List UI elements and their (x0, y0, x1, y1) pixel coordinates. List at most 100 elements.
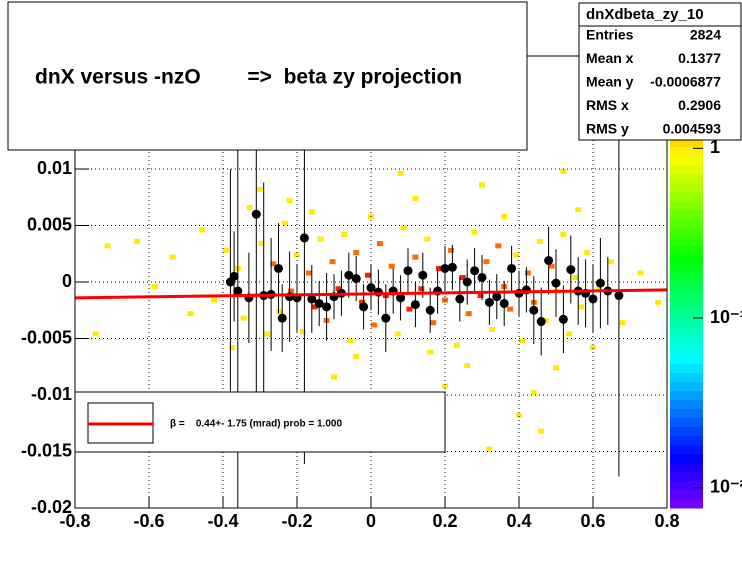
profile-point (492, 292, 502, 302)
profile-point (351, 274, 361, 284)
heatmap-cell (388, 263, 395, 269)
heatmap-cell (286, 198, 293, 204)
heatmap-cell (341, 232, 348, 238)
colorbar-strip (670, 227, 703, 238)
heatmap-cell (584, 250, 591, 256)
colorbar-strip (670, 354, 703, 364)
colorbar-strip (670, 164, 703, 175)
heatmap-cell (447, 247, 454, 253)
heatmap-cell (501, 213, 508, 219)
heatmap-cell (524, 270, 531, 276)
heatmap-cell (258, 241, 265, 247)
heatmap-cell (294, 252, 300, 258)
colorbar-strip (670, 218, 703, 229)
profile-point (529, 305, 539, 315)
colorbar-strip (670, 146, 703, 156)
profile-point (536, 317, 546, 327)
colorbar-strip (670, 489, 703, 500)
stats-value: -0.0006877 (650, 74, 721, 90)
profile-point (499, 298, 509, 308)
x-tick-label: 0.4 (506, 511, 531, 531)
colorbar-strip (670, 291, 703, 301)
heatmap-cell (308, 209, 315, 215)
heatmap-cell (442, 383, 448, 389)
stats-value: 0.2906 (678, 97, 721, 113)
x-tick-label: -0.4 (207, 511, 238, 531)
z-tick-label: 10⁻² (710, 477, 742, 497)
heatmap-cell (637, 270, 644, 276)
fit-line (75, 288, 667, 300)
colorbar-strip (670, 173, 703, 184)
heatmap-cell (495, 243, 502, 249)
stats-label: RMS y (586, 121, 629, 137)
heatmap-cell (575, 207, 582, 213)
heatmap-cell (513, 252, 520, 258)
heatmap-cell (436, 265, 443, 271)
profile-point (507, 263, 517, 273)
heatmap-cell (134, 238, 141, 244)
colorbar-strip (670, 336, 703, 346)
heatmap-cell (311, 304, 318, 310)
colorbar-strip (670, 263, 703, 274)
legend-label: β = 0.44+- 1.75 (mrad) prob = 1.000 (170, 419, 342, 430)
heatmap-cell (365, 272, 372, 278)
x-tick-label: 0 (366, 511, 376, 531)
profile-point (359, 302, 369, 312)
heatmap-cell (228, 345, 235, 351)
profile-point (418, 270, 428, 280)
legend-box (74, 391, 446, 453)
stats-label: Mean x (586, 50, 634, 66)
x-tick-label: 0.2 (432, 511, 457, 531)
heatmap-cell (590, 345, 596, 351)
heatmap-cell (459, 274, 466, 280)
profile-point (314, 298, 324, 308)
heatmap-cell (329, 259, 336, 265)
heatmap-cell (353, 250, 360, 256)
profile-point (425, 305, 435, 315)
heatmap-cell (548, 263, 555, 269)
heatmap-cell (553, 365, 559, 371)
heatmap-cell (483, 259, 490, 265)
colorbar-strip (670, 399, 703, 410)
profile-point (588, 294, 598, 304)
profile-point (403, 266, 413, 276)
stats-box (578, 2, 742, 141)
heatmap-cell (394, 331, 401, 337)
heatmap-cell (536, 238, 543, 244)
heatmap-cell (595, 286, 602, 292)
stats-title: dnXdbeta_zy_10 (586, 6, 704, 23)
colorbar-strip (670, 498, 703, 509)
title-box (7, 1, 528, 151)
profile-point (396, 293, 406, 303)
profile-point (366, 283, 376, 293)
stats-rows: Entries 2824 Mean x 0.1377 Mean y -0.0006877 R… (586, 27, 721, 137)
y-tick-label: -0.015 (21, 440, 72, 460)
profile-point (447, 262, 457, 272)
colorbar-strip (670, 381, 703, 391)
heatmap-cell (516, 412, 522, 418)
stats-value: 0.004593 (663, 121, 722, 137)
heatmap-cell (257, 186, 263, 192)
profile-point (544, 256, 554, 266)
heatmap-cell (406, 306, 413, 312)
colorbar-strip (670, 426, 703, 437)
heatmap-cell (270, 261, 277, 267)
colorbar-strip (670, 444, 703, 455)
chart-title: dnX versus -nzO => beta zy projection (35, 66, 462, 89)
heatmap-cell (560, 168, 567, 174)
x-tick-label: 0.8 (654, 511, 679, 531)
heatmap-cell (507, 306, 514, 312)
profile-point (229, 271, 239, 281)
colorbar-strip (670, 272, 703, 283)
heatmap-cell (264, 331, 271, 337)
heatmap-cell (199, 227, 206, 233)
y-tick-label: -0.005 (21, 327, 72, 347)
heatmap-cell (211, 297, 218, 303)
heatmap-cell (560, 232, 567, 238)
heatmap-cell (486, 446, 493, 452)
heatmap-cell (465, 311, 472, 317)
heatmap-cell (453, 342, 460, 348)
heatmap-cell (566, 331, 573, 337)
colorbar-strip (670, 309, 703, 319)
heatmap-cell (104, 243, 111, 249)
